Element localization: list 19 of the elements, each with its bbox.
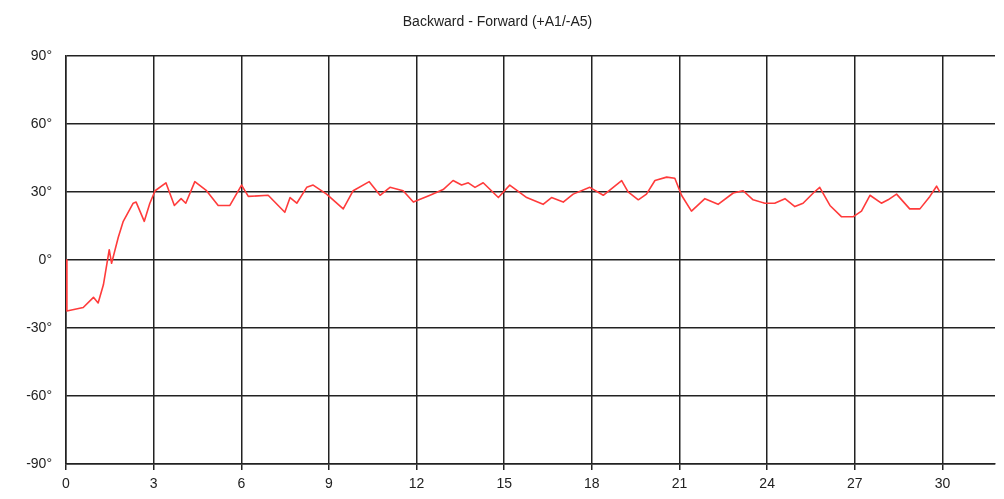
y-tick-label: -90°	[26, 454, 52, 471]
y-tick-label: 60°	[30, 114, 52, 131]
y-tick-label: -60°	[26, 386, 52, 403]
y-tick-label: 30°	[30, 182, 52, 199]
x-tick-label: 27	[846, 475, 863, 492]
x-tick-label: 15	[496, 475, 513, 492]
x-tick-label: 0	[62, 475, 71, 492]
y-tick-label: 0°	[38, 250, 52, 267]
y-tick-label: -30°	[26, 318, 52, 335]
x-tick-label: 6	[237, 475, 246, 492]
x-tick-label: 12	[408, 475, 425, 492]
x-tick-label: 3	[149, 475, 158, 492]
x-tick-label: 18	[584, 475, 600, 492]
x-tick-label: 30	[934, 475, 951, 492]
chart-title: Backward - Forward (+A1/-A5)	[402, 13, 593, 30]
x-tick-label: 21	[671, 475, 688, 492]
x-tick-label: 9	[325, 475, 334, 492]
x-tick-label: 24	[759, 475, 776, 492]
y-tick-label: 90°	[30, 46, 52, 63]
